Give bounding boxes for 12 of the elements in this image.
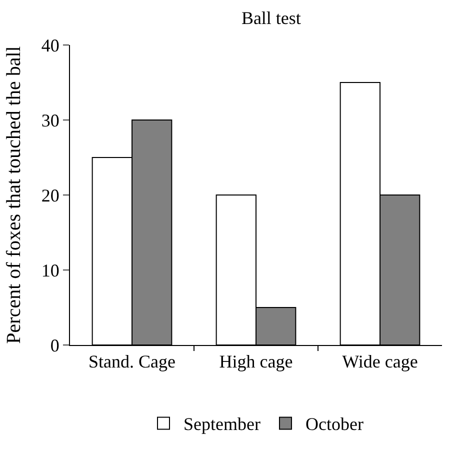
y-axis-title: Percent of foxes that touched the ball (3, 46, 25, 344)
legend-label: September (184, 414, 260, 434)
y-tick-label: 0 (50, 335, 60, 356)
chart-title: Ball test (241, 8, 301, 28)
y-tick-label: 40 (41, 35, 60, 56)
y-tick-label: 20 (41, 185, 60, 206)
y-tick-label: 10 (41, 260, 60, 280)
x-tick-label: High cage (219, 352, 293, 372)
y-tick-label: 30 (41, 110, 60, 130)
x-tick-label: Wide cage (342, 352, 418, 372)
legend-label: October (305, 414, 364, 434)
x-tick-label: Stand. Cage (88, 352, 176, 372)
